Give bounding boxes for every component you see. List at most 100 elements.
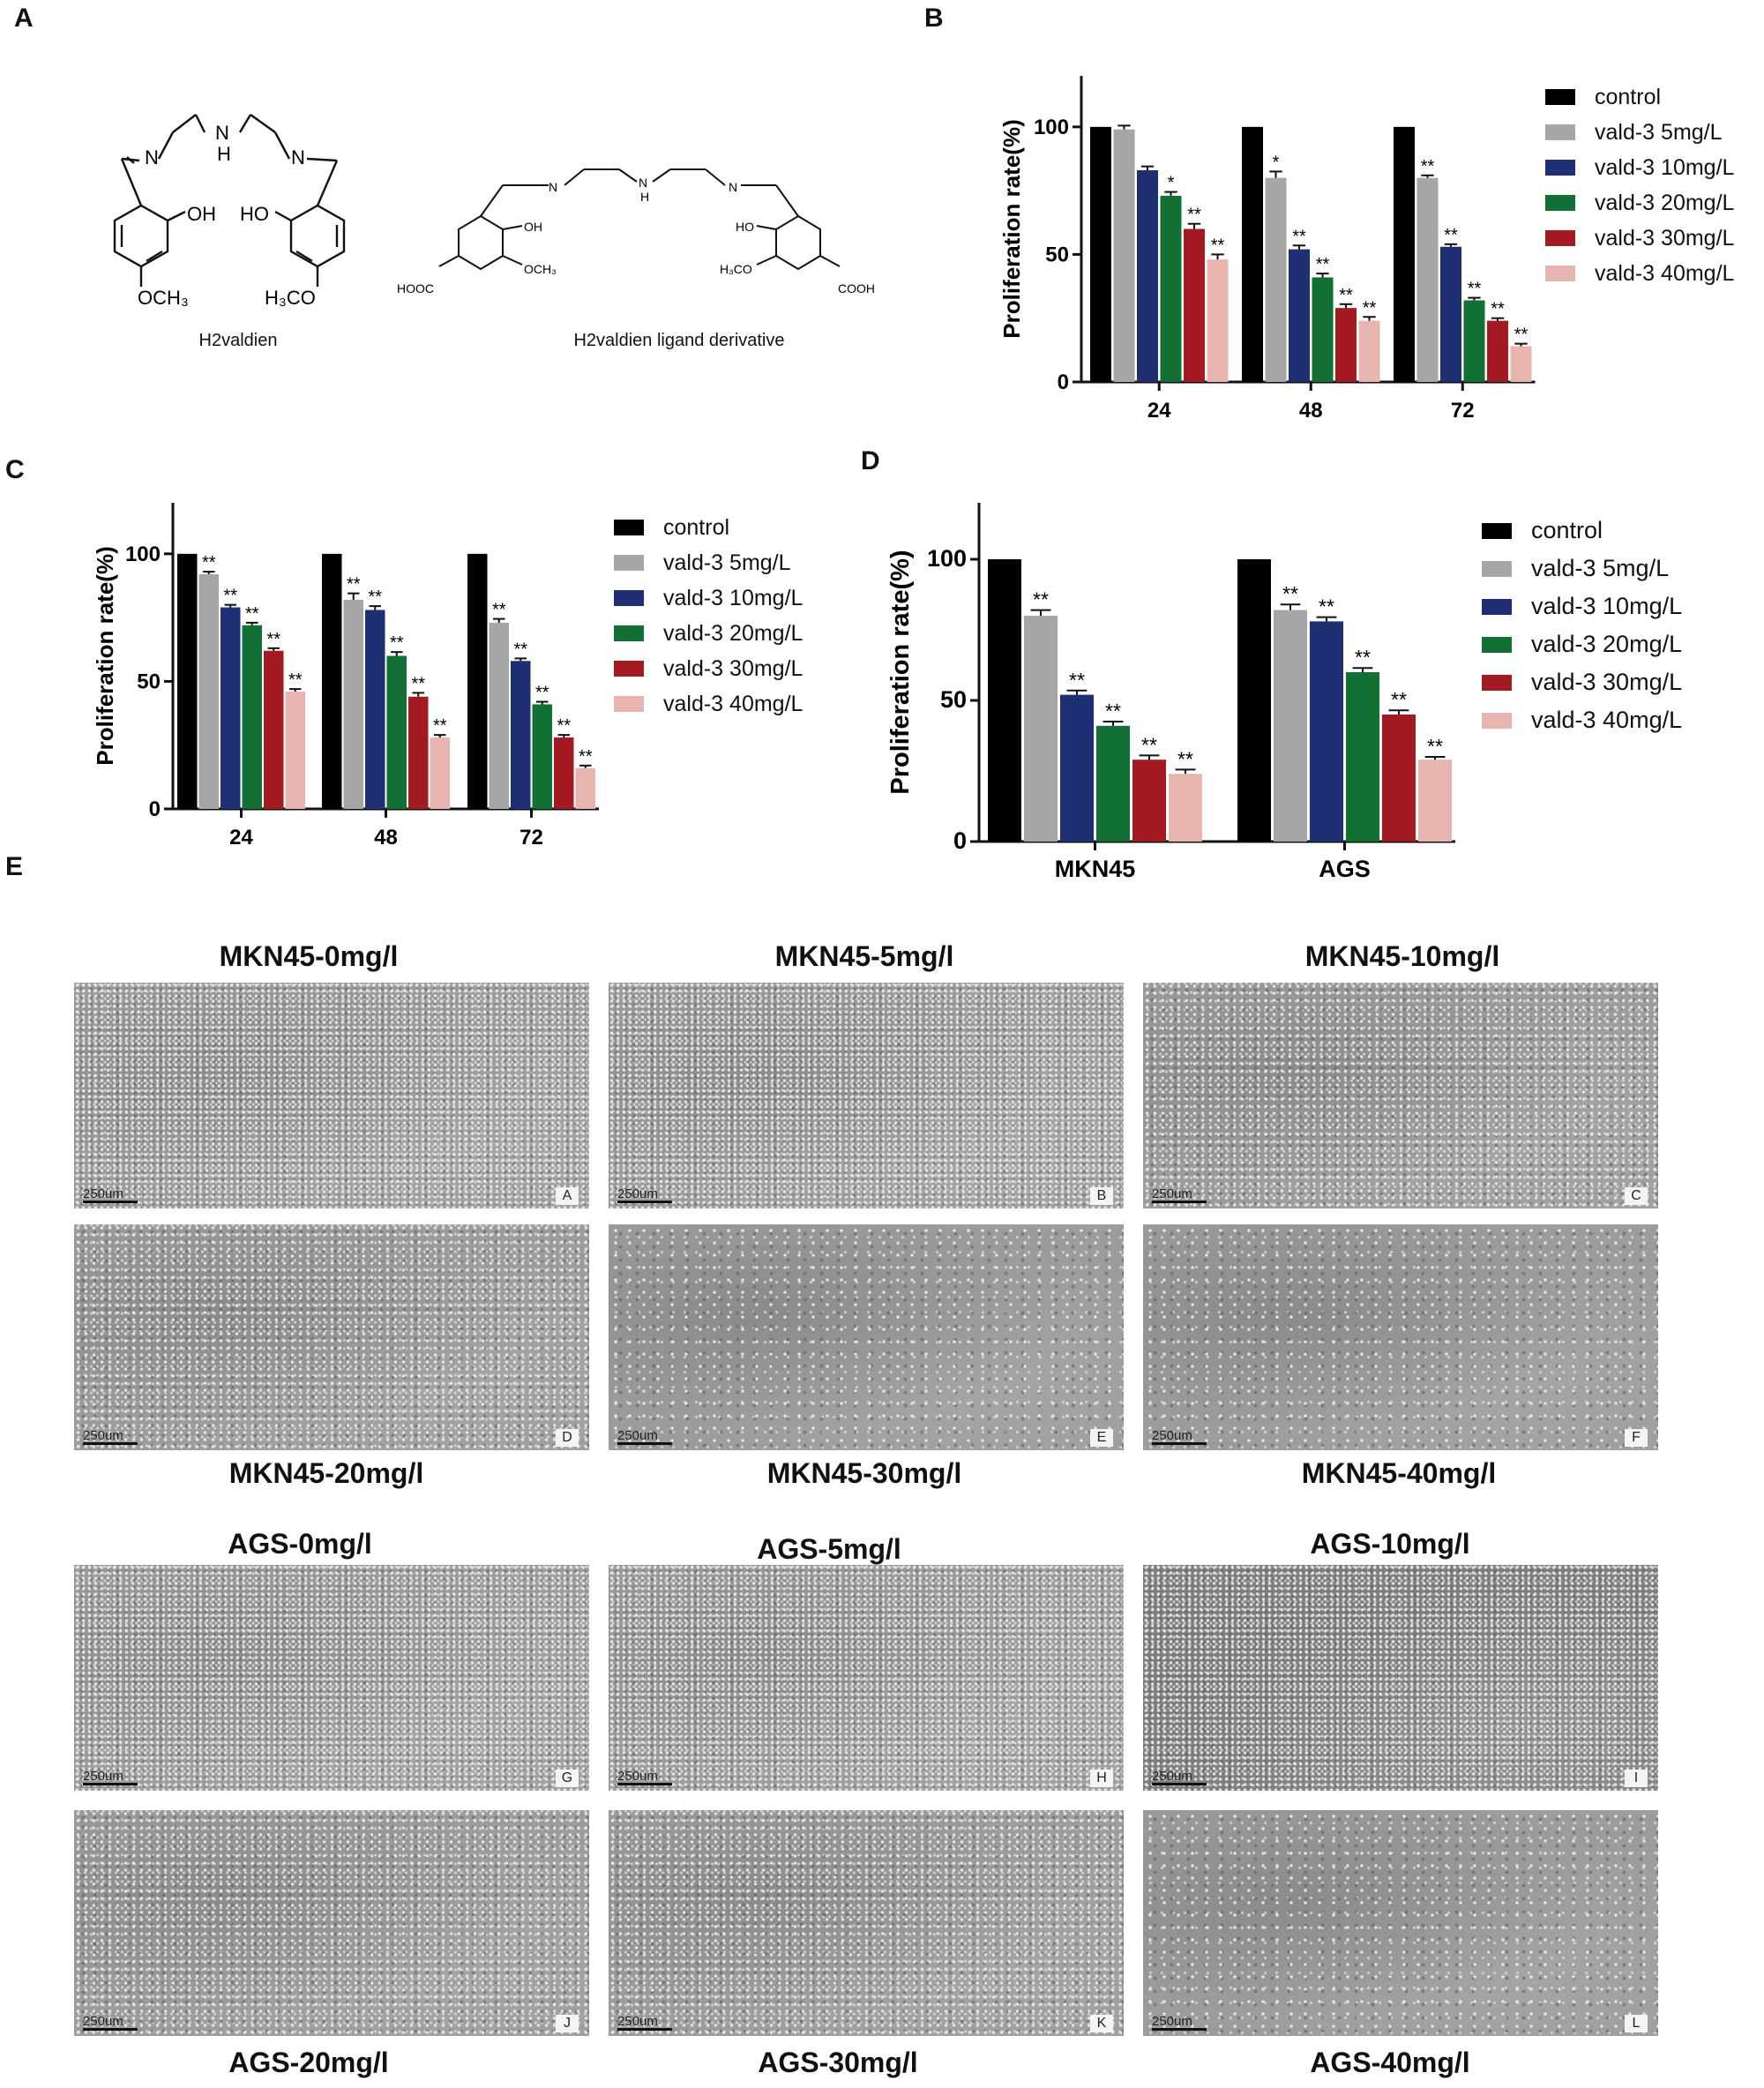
y-tick-label: 50 — [137, 670, 161, 693]
atom-och3: OCH₃ — [138, 287, 189, 309]
significance-label: ** — [1282, 582, 1298, 605]
legend-swatch — [1482, 712, 1512, 729]
legend-label: vald-3 5mg/L — [1531, 555, 1670, 581]
significance-label: ** — [202, 553, 216, 573]
chem-structure-derivative: N N H N OH HO OCH₃ H₃CO HOOC COOH — [397, 168, 875, 296]
significance-label: ** — [1514, 326, 1529, 345]
bar — [1113, 129, 1135, 382]
panel-label-b: B — [924, 4, 944, 33]
significance-label: ** — [1187, 206, 1201, 225]
scale-bar — [83, 1442, 138, 1445]
bar — [1060, 694, 1094, 842]
legend-swatch — [1482, 522, 1512, 539]
micrograph-mkn45-5: 250um B — [609, 983, 1124, 1209]
legend-label: vald-3 5mg/L — [1595, 119, 1723, 145]
panel-label-c: C — [5, 455, 25, 484]
legend-label: vald-3 30mg/L — [1531, 669, 1683, 695]
scale-bar-label: 250um — [617, 2014, 658, 2029]
significance-label: ** — [1069, 669, 1085, 692]
x-tick-label: AGS — [1319, 856, 1371, 882]
micrograph-ags-10: 250um I — [1143, 1565, 1658, 1791]
bar — [1207, 259, 1229, 382]
significance-label: ** — [245, 604, 259, 624]
scale-bar — [617, 1442, 672, 1445]
bar — [1312, 277, 1334, 382]
micro-title: MKN45-40mg/l — [1301, 1457, 1497, 1489]
scale-bar — [1152, 1442, 1207, 1445]
scale-bar-label: 250um — [617, 1428, 658, 1443]
legend-panel-b: control vald-3 5mg/L vald-3 10mg/L vald-… — [1545, 79, 1734, 291]
significance-label: ** — [1363, 298, 1377, 318]
atom-och3: OCH₃ — [524, 262, 557, 276]
bar — [554, 737, 574, 809]
micro-title: MKN45-20mg/l — [228, 1457, 424, 1489]
bar — [1418, 760, 1452, 842]
legend-label: control — [1595, 84, 1662, 109]
bar — [386, 655, 407, 809]
legend-label: vald-3 10mg/L — [663, 585, 804, 610]
micro-title: MKN45-10mg/l — [1304, 940, 1500, 972]
significance-label: ** — [411, 674, 425, 693]
atom-h: H — [217, 143, 231, 165]
legend-swatch — [614, 590, 644, 606]
chem-label-h2valdien: H2valdien — [198, 331, 278, 350]
significance-label: ** — [266, 630, 280, 649]
panel-label-e: E — [5, 852, 24, 881]
bar — [1335, 308, 1357, 382]
chem-structure-h2valdien: N N H N OH HO OCH₃ H₃CO — [113, 114, 346, 309]
chem-label-derivative: H2valdien ligand derivative — [573, 331, 785, 350]
micrograph-ags-20: 250um J — [74, 1810, 589, 2036]
legend-swatch — [1545, 89, 1575, 105]
bar — [177, 553, 198, 809]
micrograph-mkn45-0: 250um A — [74, 983, 589, 1209]
bar — [1382, 715, 1416, 842]
atom-h: H — [640, 190, 649, 204]
significance-label: ** — [433, 716, 447, 736]
micrograph-letter: F — [1625, 1429, 1648, 1447]
bar — [198, 573, 219, 809]
legend-swatch — [614, 625, 644, 641]
bar — [1310, 621, 1343, 842]
significance-label: ** — [1391, 688, 1407, 711]
significance-label: ** — [1177, 747, 1193, 770]
legend-label: vald-3 40mg/L — [1531, 707, 1683, 733]
bar — [1394, 126, 1415, 383]
scale-bar-label: 250um — [83, 1428, 123, 1443]
bar — [467, 553, 488, 809]
scale-bar-label: 250um — [1152, 1428, 1192, 1443]
significance-label: ** — [1339, 286, 1353, 305]
bar — [1237, 559, 1271, 842]
legend-swatch — [1545, 160, 1575, 176]
scale-bar — [83, 1201, 138, 1203]
legend-swatch — [1482, 560, 1512, 577]
bar — [1416, 177, 1439, 382]
x-tick-label: 72 — [519, 826, 543, 849]
legend-swatch — [1482, 674, 1512, 691]
bar — [242, 625, 262, 809]
significance-label: ** — [557, 716, 571, 736]
y-tick-label: 0 — [149, 797, 161, 821]
scale-bar-label: 250um — [83, 2014, 123, 2029]
micrograph-mkn45-10: 250um C — [1143, 983, 1658, 1209]
significance-label: ** — [347, 575, 361, 595]
atom-cooh: COOH — [838, 281, 875, 296]
micrograph-ags-5: 250um H — [609, 1565, 1124, 1791]
significance-label: ** — [1421, 157, 1435, 176]
significance-label: ** — [579, 747, 593, 767]
atom-ho: HO — [736, 220, 754, 234]
bar — [1024, 616, 1058, 842]
legend-swatch — [1545, 124, 1575, 140]
x-tick-label: 24 — [1147, 399, 1171, 423]
x-tick-label: 48 — [1299, 399, 1323, 423]
bar — [1440, 246, 1461, 382]
significance-label: ** — [1468, 280, 1482, 299]
micro-title: MKN45-5mg/l — [774, 940, 954, 972]
y-tick-label: 0 — [1058, 370, 1069, 394]
scale-bar-label: 250um — [83, 1186, 123, 1201]
atom-ho: HO — [240, 203, 269, 225]
bar — [322, 553, 342, 809]
legend-label: vald-3 5mg/L — [663, 550, 791, 575]
legend-label: vald-3 10mg/L — [1531, 593, 1683, 619]
